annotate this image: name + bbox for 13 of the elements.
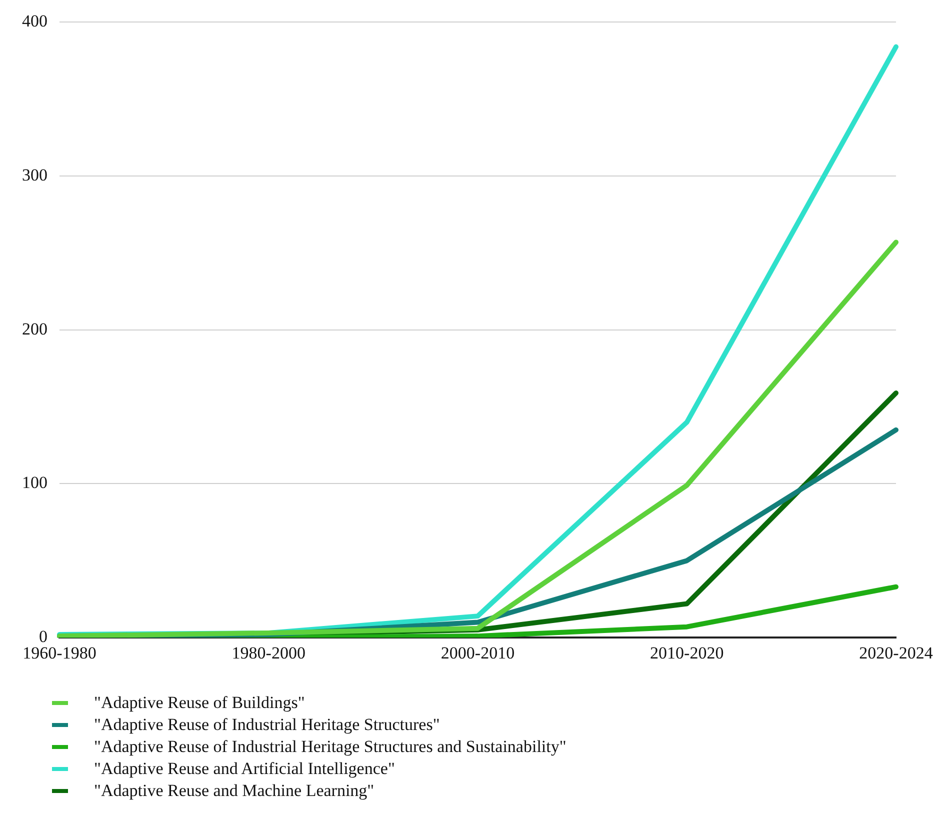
x-tick-label: 2020-2024 (859, 643, 934, 662)
x-tick-label: 2010-2020 (650, 643, 724, 662)
y-tick-label: 300 (22, 166, 48, 185)
y-tick-label: 100 (22, 473, 48, 492)
x-tick-label: 2000-2010 (440, 643, 515, 662)
legend-label: "Adaptive Reuse of Industrial Heritage Structures and Sustainability" (94, 736, 566, 758)
legend-label: "Adaptive Reuse and Artificial Intelligence" (94, 758, 395, 780)
x-tick-label: 1980-2000 (232, 643, 306, 662)
legend-label: "Adaptive Reuse of Industrial Heritage Structures" (94, 714, 440, 736)
legend-label: "Adaptive Reuse of Buildings" (94, 692, 305, 714)
y-tick-label: 400 (22, 12, 48, 31)
y-tick-label: 200 (22, 319, 48, 338)
legend-label: "Adaptive Reuse and Machine Learning" (94, 780, 374, 802)
